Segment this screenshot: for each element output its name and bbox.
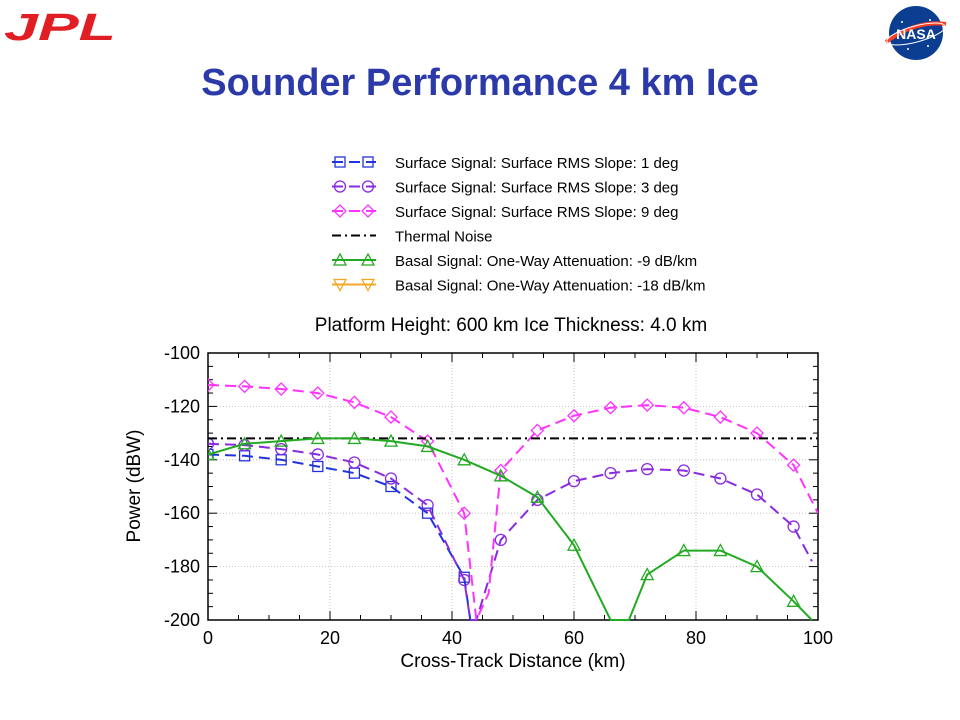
data-point (677, 464, 690, 477)
data-point (384, 472, 398, 485)
data-point (787, 520, 800, 533)
data-point (208, 437, 215, 450)
data-point (530, 489, 545, 503)
x-tick-label: 0 (203, 628, 213, 648)
data-point (566, 537, 582, 551)
data-point (604, 466, 617, 480)
data-point (714, 472, 727, 485)
data-point (310, 431, 325, 445)
data-point (421, 499, 434, 512)
data-point (347, 395, 362, 410)
x-tick-label: 100 (803, 628, 833, 648)
legend-marker (361, 204, 375, 218)
data-point (713, 410, 728, 424)
data-point (458, 573, 471, 587)
y-tick-label: -120 (164, 396, 200, 416)
grid (208, 353, 818, 620)
data-point (750, 426, 764, 441)
data-point (676, 400, 691, 415)
data-point (641, 462, 654, 476)
jpl-logo-text: JPL (4, 8, 116, 44)
legend-marker (332, 252, 348, 266)
legend-label: Surface Signal: Surface RMS Slope: 9 deg (395, 204, 679, 221)
data-point (676, 543, 691, 557)
data-point (274, 382, 289, 396)
legend-marker (362, 156, 374, 168)
series-layer (208, 378, 818, 622)
data-point (749, 559, 765, 573)
slide-title: Sounder Performance 4 km Ice (201, 62, 759, 104)
data-point (384, 410, 398, 424)
chart: Surface Signal: Surface RMS Slope: 1 deg… (124, 155, 833, 672)
data-point (603, 400, 618, 415)
legend-label: Basal Signal: One-Way Attenuation: -18 d… (395, 278, 705, 295)
data-point (640, 567, 655, 581)
jpl-logo: JPL (4, 8, 116, 44)
data-point (493, 468, 508, 482)
x-tick-label: 80 (686, 628, 706, 648)
legend-marker (333, 180, 347, 193)
y-axis-label: Power (dBW) (124, 430, 145, 543)
data-point (347, 431, 362, 445)
legend-label: Thermal Noise (395, 229, 493, 246)
plot-area (207, 352, 819, 621)
data-point (531, 493, 544, 507)
y-tick-label: -180 (164, 557, 200, 577)
data-point (786, 593, 801, 607)
chart-legend: Surface Signal: Surface RMS Slope: 1 deg… (332, 155, 705, 295)
x-axis-label: Cross-Track Distance (km) (400, 651, 625, 672)
legend-marker (361, 180, 375, 193)
data-point (530, 423, 545, 438)
y-tick-label: -100 (164, 343, 200, 363)
data-point (420, 439, 435, 453)
y-tick-label: -160 (164, 503, 200, 523)
data-point (385, 480, 397, 493)
data-point (310, 386, 325, 400)
legend-marker (332, 278, 348, 292)
series-line-4 (208, 437, 813, 621)
data-point (208, 378, 215, 392)
data-point (567, 408, 581, 423)
data-point (457, 506, 472, 521)
data-point (208, 448, 214, 461)
data-point (567, 475, 581, 488)
axis-ticks: 0 20 40 60 80 100 -100 -120 -140 -160 -180 -200 (164, 343, 833, 648)
legend-label: Surface Signal: Surface RMS Slope: 1 deg (395, 155, 679, 172)
series-line-1 (208, 442, 813, 621)
data-point (274, 433, 289, 447)
data-point (713, 543, 728, 557)
data-point (311, 448, 324, 461)
legend-marker (334, 156, 346, 168)
data-point (786, 458, 801, 473)
legend-label: Basal Signal: One-Way Attenuation: -9 dB… (395, 253, 697, 270)
chart-title: Platform Height: 600 km Ice Thickness: 4… (315, 315, 707, 336)
data-point (348, 456, 361, 469)
legend-marker (360, 252, 376, 266)
data-point (275, 442, 288, 456)
legend-marker (360, 278, 376, 292)
nasa-logo-text: NASA (896, 26, 936, 42)
series-group (208, 431, 813, 621)
data-point (237, 379, 252, 394)
series-line-2 (208, 384, 818, 622)
data-point (383, 433, 399, 447)
x-tick-label: 60 (564, 628, 584, 648)
data-point (237, 436, 252, 450)
data-point (750, 488, 764, 501)
data-point (312, 460, 324, 473)
data-point (457, 452, 472, 466)
data-point (640, 398, 655, 412)
nasa-logo: NASA (884, 6, 947, 60)
series-group (208, 437, 813, 621)
legend-label: Surface Signal: Surface RMS Slope: 3 deg (395, 180, 679, 197)
y-tick-label: -140 (164, 450, 200, 470)
legend-marker (333, 204, 347, 218)
data-point (208, 447, 216, 461)
y-tick-label: -200 (164, 610, 200, 630)
x-tick-label: 20 (320, 628, 340, 648)
x-tick-label: 40 (442, 628, 462, 648)
data-point (494, 533, 507, 547)
